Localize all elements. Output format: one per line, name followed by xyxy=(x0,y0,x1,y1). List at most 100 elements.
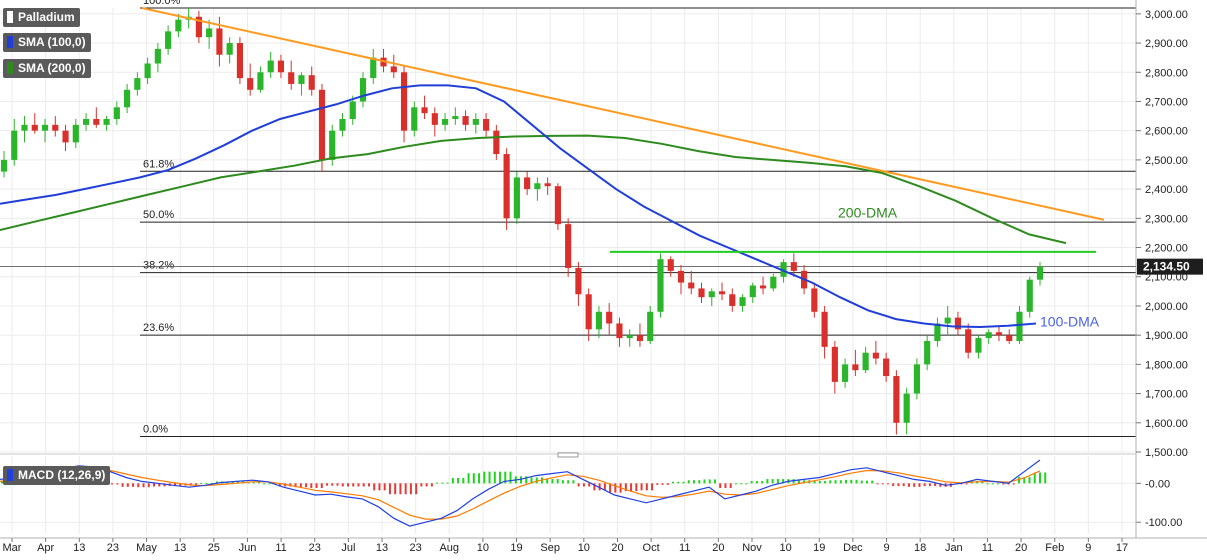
candle-body xyxy=(595,311,603,330)
macd-histogram-bar xyxy=(163,483,166,487)
legend-sma-100[interactable]: SMA (100,0) xyxy=(3,33,91,52)
macd-histogram-bar xyxy=(682,481,685,484)
macd-histogram-bar xyxy=(918,483,921,487)
candle-body xyxy=(524,177,531,190)
macd-histogram-bar xyxy=(483,471,486,484)
time-tick-label: 23 xyxy=(107,542,119,554)
candle-body xyxy=(770,276,777,289)
candle-body xyxy=(236,43,243,79)
macd-histogram-bar xyxy=(640,483,643,491)
macd-histogram-bar xyxy=(252,481,255,484)
legend-macd-swatch xyxy=(7,469,13,481)
candle-body xyxy=(544,183,551,187)
candle-body xyxy=(267,60,274,73)
candle-body xyxy=(288,72,295,84)
macd-histogram-bar xyxy=(645,483,648,491)
sma-200-line xyxy=(0,134,1067,245)
macd-histogram-bar xyxy=(677,481,680,484)
time-tick-label: 23 xyxy=(309,542,321,554)
legend-instrument: Palladium xyxy=(3,8,80,27)
time-tick-label: Jul xyxy=(341,542,355,554)
candle-body xyxy=(842,364,849,382)
time-tick-label: Nov xyxy=(742,542,762,554)
candle-body xyxy=(370,57,377,79)
macd-histogram-bar xyxy=(834,480,837,484)
time-tick-label: 23 xyxy=(410,542,422,554)
candle-body xyxy=(667,259,674,271)
time-tick-label: Apr xyxy=(37,542,54,554)
legend-instrument-label: Palladium xyxy=(18,10,75,24)
candle-body xyxy=(441,119,449,125)
candle-body xyxy=(616,323,623,339)
candle-body xyxy=(195,16,202,38)
time-tick-label: 25 xyxy=(208,542,220,554)
macd-histogram-bar xyxy=(588,483,591,487)
candle-body xyxy=(534,183,541,190)
candle-body xyxy=(862,352,869,371)
candle-body xyxy=(41,124,49,131)
candle-body xyxy=(903,393,910,423)
time-tick-label: 11 xyxy=(275,542,286,554)
candle-body xyxy=(257,72,264,90)
time-tick-label: 19 xyxy=(813,542,825,554)
macd-histogram-bar xyxy=(939,483,942,487)
legend-sma-200[interactable]: SMA (200,0) xyxy=(3,59,91,78)
fib-label: 61.8% xyxy=(143,158,174,170)
macd-histogram-bar xyxy=(320,483,323,488)
candle-body xyxy=(1006,335,1013,341)
panel-resize-handle xyxy=(557,452,579,458)
macd-histogram-bar xyxy=(499,471,502,484)
macd-histogram-bar xyxy=(520,476,522,484)
macd-histogram-bar xyxy=(986,483,989,485)
candle-body xyxy=(359,78,367,102)
macd-histogram-bar xyxy=(263,483,266,485)
price-tick-label: 3,000.00 xyxy=(1145,9,1188,21)
candle-body xyxy=(452,116,459,119)
macd-histogram-bar xyxy=(1018,477,1021,484)
macd-histogram-bar xyxy=(886,483,889,485)
candle-body xyxy=(0,159,8,172)
candle-body xyxy=(154,48,161,64)
time-tick-label: 13 xyxy=(174,542,186,554)
macd-histogram-bar xyxy=(441,482,444,484)
last-price-box xyxy=(1137,258,1203,275)
macd-histogram-bar xyxy=(745,483,748,485)
macd-histogram-bar xyxy=(530,477,533,484)
downtrend-line xyxy=(141,7,1105,221)
macd-histogram-bar xyxy=(525,476,528,484)
macd-histogram-bar xyxy=(451,477,454,484)
macd-histogram-bar xyxy=(1012,483,1015,485)
candle-body xyxy=(811,288,818,312)
candle-body xyxy=(739,297,746,306)
macd-histogram-bar xyxy=(892,483,895,487)
time-tick-label: 10 xyxy=(578,542,590,554)
macd-histogram-bar xyxy=(331,483,334,486)
candle-body xyxy=(965,329,972,353)
candle-body xyxy=(329,130,336,160)
macd-histogram-bar xyxy=(776,479,779,484)
macd-histogram-bar xyxy=(404,483,407,495)
macd-histogram-bar xyxy=(750,481,753,484)
macd-histogram-bar xyxy=(305,483,308,488)
price-tick-label: 2,700.00 xyxy=(1145,96,1188,108)
legend-macd[interactable]: MACD (12,26,9) xyxy=(3,466,111,485)
candle-body xyxy=(821,311,828,347)
macd-tick-label: -100.00 xyxy=(1145,517,1182,529)
candle-body xyxy=(565,224,572,268)
macd-histogram-bar xyxy=(1007,483,1010,485)
candle-body xyxy=(790,262,797,271)
candle-body xyxy=(472,119,479,125)
macd-histogram-bar xyxy=(934,483,937,487)
macd-histogram-bar xyxy=(913,483,916,487)
macd-histogram-bar xyxy=(782,479,785,484)
candle-body xyxy=(954,317,962,330)
time-tick-label: Dec xyxy=(843,542,863,554)
price-tick-label: 2,400.00 xyxy=(1145,184,1188,196)
macd-histogram-bar xyxy=(116,483,119,485)
macd-histogram-bar xyxy=(651,483,654,491)
macd-histogram-bar xyxy=(803,480,806,484)
candle-body xyxy=(944,317,951,324)
candle-body xyxy=(718,291,726,295)
candle-body xyxy=(144,63,151,79)
